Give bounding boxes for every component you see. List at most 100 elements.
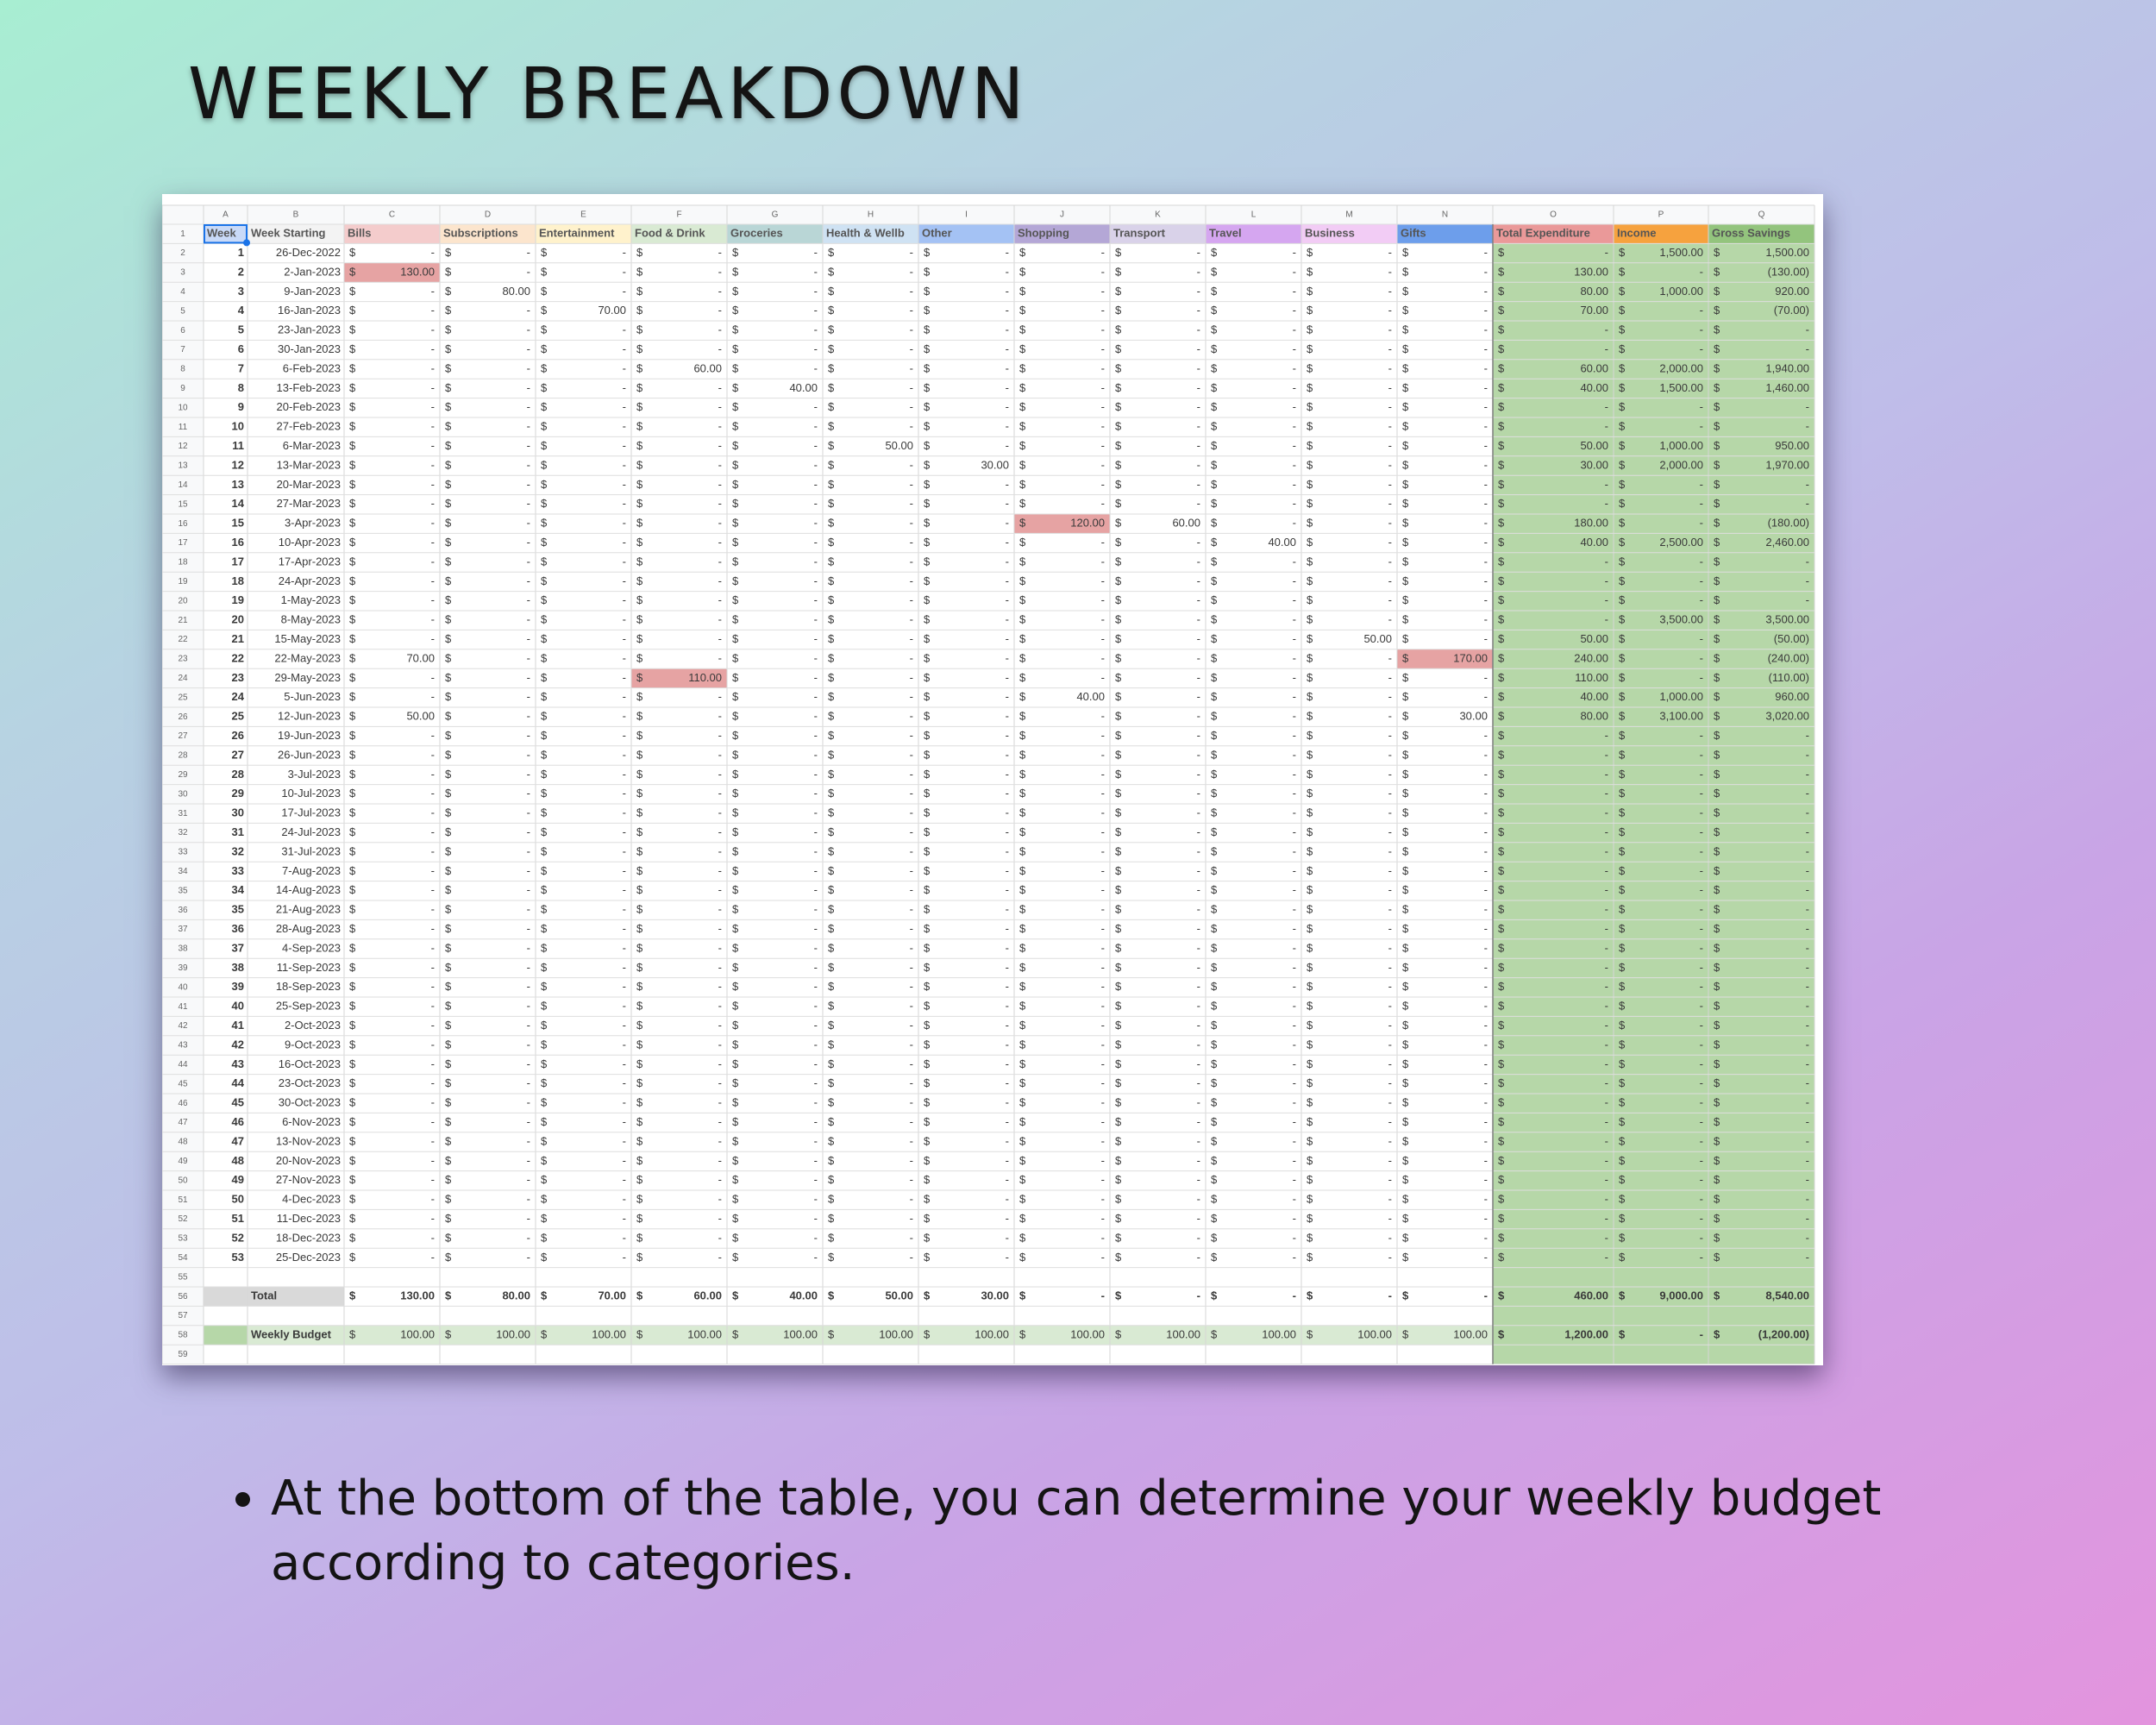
cell-value: - bbox=[1197, 1193, 1200, 1206]
column-letter: E bbox=[580, 210, 586, 220]
cell-value: - bbox=[623, 1154, 626, 1167]
cell-value: - bbox=[1293, 903, 1296, 916]
cell-value: - bbox=[1806, 729, 1809, 742]
column-letter: M bbox=[1345, 210, 1352, 220]
currency-symbol: $ bbox=[1115, 651, 1122, 664]
currency-symbol: $ bbox=[349, 1038, 356, 1051]
currency-symbol: $ bbox=[1714, 1076, 1720, 1089]
cell-value: - bbox=[1101, 265, 1105, 278]
cell-value: - bbox=[910, 246, 913, 259]
row-number: 32 bbox=[178, 828, 188, 837]
cell-value: - bbox=[1197, 1154, 1200, 1167]
cell-value: - bbox=[1700, 651, 1703, 664]
currency-symbol: $ bbox=[1619, 1231, 1626, 1244]
cell-value: - bbox=[1806, 478, 1809, 491]
cell-value: - bbox=[1101, 458, 1105, 471]
currency-symbol: $ bbox=[541, 381, 548, 394]
week-number: 34 bbox=[232, 883, 245, 896]
currency-symbol: $ bbox=[828, 748, 835, 761]
cell-value: 70.00 bbox=[406, 651, 435, 664]
currency-symbol: $ bbox=[541, 1289, 548, 1302]
currency-symbol: $ bbox=[1115, 458, 1122, 471]
currency-symbol: $ bbox=[636, 961, 643, 974]
header-fill bbox=[344, 224, 440, 244]
currency-symbol: $ bbox=[924, 497, 931, 510]
cell-value: - bbox=[431, 748, 435, 761]
cell-value: - bbox=[1388, 342, 1392, 355]
currency-symbol: $ bbox=[1498, 632, 1505, 645]
cell-value: - bbox=[1700, 980, 1703, 993]
cell-value: (130.00) bbox=[1768, 265, 1809, 278]
currency-symbol: $ bbox=[828, 246, 835, 259]
cell-value: - bbox=[1101, 613, 1105, 626]
currency-symbol: $ bbox=[541, 555, 548, 568]
currency-symbol: $ bbox=[1019, 574, 1026, 587]
currency-symbol: $ bbox=[732, 574, 739, 587]
cell-value: - bbox=[1806, 1057, 1809, 1070]
cell-value: 240.00 bbox=[1574, 651, 1608, 664]
currency-symbol: $ bbox=[1402, 1134, 1409, 1147]
week-number: 40 bbox=[232, 1000, 244, 1013]
currency-symbol: $ bbox=[732, 555, 739, 568]
cell-value: - bbox=[814, 555, 818, 568]
currency-symbol: $ bbox=[828, 1096, 835, 1109]
cell-value: 3,020.00 bbox=[1765, 710, 1809, 723]
cell-value: - bbox=[1605, 768, 1608, 781]
cell-value: - bbox=[814, 671, 818, 684]
currency-symbol: $ bbox=[636, 593, 643, 606]
currency-symbol: $ bbox=[924, 517, 931, 530]
currency-symbol: $ bbox=[1211, 690, 1218, 703]
cell-value: - bbox=[910, 1154, 913, 1167]
cell-value: - bbox=[910, 864, 913, 877]
cell-value: - bbox=[814, 246, 818, 259]
currency-symbol: $ bbox=[1307, 246, 1313, 259]
currency-symbol: $ bbox=[349, 941, 356, 954]
cell-value: - bbox=[1700, 729, 1703, 742]
currency-symbol: $ bbox=[445, 961, 452, 974]
cell-value: - bbox=[431, 381, 435, 394]
cell-value: - bbox=[1484, 458, 1488, 471]
cell-value: - bbox=[527, 1251, 530, 1264]
currency-symbol: $ bbox=[636, 1193, 643, 1206]
currency-symbol: $ bbox=[1619, 1019, 1626, 1032]
cell-value: - bbox=[718, 1096, 722, 1109]
currency-symbol: $ bbox=[732, 1212, 739, 1225]
cell-value: - bbox=[1101, 961, 1105, 974]
cell-value: - bbox=[431, 458, 435, 471]
currency-symbol: $ bbox=[445, 825, 452, 838]
cell-value: - bbox=[1484, 1096, 1488, 1109]
cell-value: - bbox=[431, 1096, 435, 1109]
currency-symbol: $ bbox=[349, 671, 356, 684]
cell-value: 110.00 bbox=[688, 671, 722, 684]
cell-value: - bbox=[527, 613, 530, 626]
currency-symbol: $ bbox=[1019, 806, 1026, 819]
week-number: 47 bbox=[232, 1134, 244, 1147]
row-number: 4 bbox=[180, 287, 185, 297]
currency-symbol: $ bbox=[1019, 1019, 1026, 1032]
cell-value: - bbox=[814, 304, 818, 317]
currency-symbol: $ bbox=[1307, 1231, 1313, 1244]
cell-value: - bbox=[1101, 632, 1105, 645]
currency-symbol: $ bbox=[732, 980, 739, 993]
currency-symbol: $ bbox=[1115, 1327, 1122, 1340]
week-number: 33 bbox=[232, 864, 244, 877]
cell-value: - bbox=[431, 690, 435, 703]
currency-symbol: $ bbox=[828, 381, 835, 394]
currency-symbol: $ bbox=[1498, 420, 1505, 433]
cell-value: - bbox=[1605, 864, 1608, 877]
cell-value: - bbox=[527, 1173, 530, 1186]
cell-value: - bbox=[1101, 1115, 1105, 1128]
cell-value: - bbox=[910, 980, 913, 993]
currency-symbol: $ bbox=[1211, 768, 1218, 781]
currency-symbol: $ bbox=[732, 361, 739, 374]
cell-value: - bbox=[814, 361, 818, 374]
currency-symbol: $ bbox=[636, 420, 643, 433]
currency-symbol: $ bbox=[445, 342, 452, 355]
cell-value: - bbox=[910, 1019, 913, 1032]
currency-symbol: $ bbox=[732, 497, 739, 510]
currency-symbol: $ bbox=[732, 536, 739, 549]
week-date: 18-Dec-2023 bbox=[276, 1231, 341, 1244]
currency-symbol: $ bbox=[1019, 864, 1026, 877]
week-date: 6-Mar-2023 bbox=[283, 439, 341, 452]
cell-value: - bbox=[1700, 903, 1703, 916]
